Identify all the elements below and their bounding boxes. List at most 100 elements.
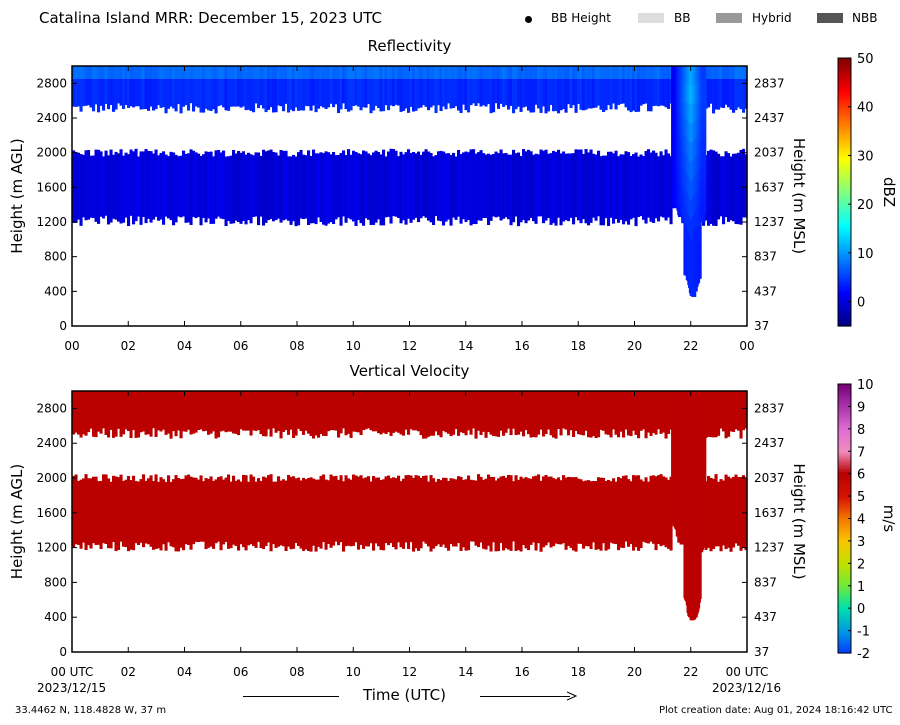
echo-cell: [724, 391, 728, 439]
echo-cell: [597, 391, 601, 438]
x-axis-label: Time (UTC): [363, 686, 446, 704]
echo-cell: [317, 391, 321, 438]
colorbar-segment: [838, 288, 851, 291]
colorbar-segment: [838, 419, 851, 423]
echo-cell: [339, 66, 343, 79]
echo-cell: [662, 66, 666, 79]
echo-cell: [277, 476, 281, 547]
echo-cell: [489, 476, 493, 552]
shower-cell: [696, 225, 702, 244]
echo-cell: [309, 155, 313, 224]
echo-cell: [367, 153, 371, 220]
colorbar-segment: [838, 599, 851, 603]
echo-cell: [374, 150, 378, 223]
echo-cell: [347, 66, 351, 79]
echo-cell: [427, 481, 431, 547]
echo-cell: [634, 66, 638, 79]
colorbar-segment: [838, 502, 851, 506]
echo-cell: [454, 66, 458, 79]
echo-cell: [79, 66, 83, 112]
echo-cell: [84, 474, 88, 551]
echo-cell: [639, 66, 643, 79]
echo-cell: [584, 149, 588, 224]
echo-cell: [522, 66, 526, 108]
colorbar-segment: [838, 84, 851, 88]
echo-cell: [712, 478, 716, 550]
echo-cell: [462, 152, 466, 220]
echo-cell: [472, 66, 476, 104]
echo-cell: [512, 391, 516, 429]
echo-cell: [487, 66, 491, 105]
echo-cell: [344, 391, 348, 436]
echo-cell: [512, 149, 516, 223]
echo-cell: [509, 154, 513, 226]
colorbar-segment: [838, 62, 851, 66]
echo-cell: [709, 66, 713, 104]
colorbar-segment: [838, 596, 851, 600]
echo-cell: [319, 66, 323, 79]
echo-cell: [187, 391, 191, 430]
echo-cell: [129, 391, 133, 439]
echo-cell: [549, 66, 553, 105]
echo-cell: [714, 66, 718, 110]
echo-cell: [547, 66, 551, 112]
echo-cell: [104, 66, 108, 79]
echo-cell: [644, 66, 648, 79]
colorbar-segment: [838, 545, 851, 549]
echo-cell: [402, 154, 406, 221]
echo-cell: [109, 481, 113, 549]
shower-cell: [701, 127, 707, 140]
echo-cell: [229, 391, 233, 432]
echo-cell: [314, 153, 318, 225]
colorbar-segment: [838, 200, 851, 204]
echo-cell: [119, 474, 123, 542]
echo-cell: [537, 391, 541, 435]
colorbar-segment: [838, 256, 851, 260]
echo-cell: [414, 475, 418, 549]
colorbar-segment: [838, 183, 851, 186]
echo-cell: [492, 153, 496, 217]
echo-cell: [657, 66, 661, 107]
echo-cell: [287, 66, 291, 113]
echo-cell: [409, 66, 413, 107]
colorbar-segment: [838, 93, 851, 97]
echo-cell: [714, 151, 718, 226]
echo-cell: [179, 391, 183, 439]
echo-cell: [434, 66, 438, 79]
echo-cell: [709, 149, 713, 224]
echo-cell: [709, 66, 713, 79]
echo-cell: [642, 481, 646, 542]
echo-cell: [392, 391, 396, 433]
echo-cell: [639, 479, 643, 549]
echo-cell: [414, 391, 418, 431]
echo-cell: [612, 478, 616, 544]
echo-cell: [742, 66, 746, 79]
echo-cell: [362, 391, 366, 431]
colorbar-segment: [838, 552, 851, 555]
colorbar-tick-label: 6: [857, 468, 865, 483]
echo-cell: [289, 391, 293, 430]
echo-cell: [327, 66, 331, 79]
echo-cell: [162, 66, 166, 79]
echo-cell: [584, 391, 588, 431]
echo-cell: [627, 391, 631, 436]
echo-cell: [489, 66, 493, 79]
echo-cell: [384, 391, 388, 435]
echo-cell: [604, 480, 608, 551]
echo-cell: [647, 66, 651, 79]
colorbar-segment: [838, 648, 851, 652]
echo-cell: [337, 66, 341, 114]
echo-cell: [499, 476, 503, 543]
echo-cell: [229, 481, 233, 549]
colorbar-segment: [838, 440, 851, 443]
echo-cell: [439, 66, 443, 112]
echo-cell: [459, 66, 463, 113]
colorbar-tick-label: 0: [857, 296, 865, 311]
bb-swatch-icon: [638, 13, 664, 23]
echo-cell: [117, 153, 121, 222]
echo-cell: [402, 478, 406, 549]
echo-cell: [709, 391, 713, 438]
echo-cell: [147, 66, 151, 79]
colorbar-segment: [838, 187, 851, 191]
echo-cell: [404, 66, 408, 109]
